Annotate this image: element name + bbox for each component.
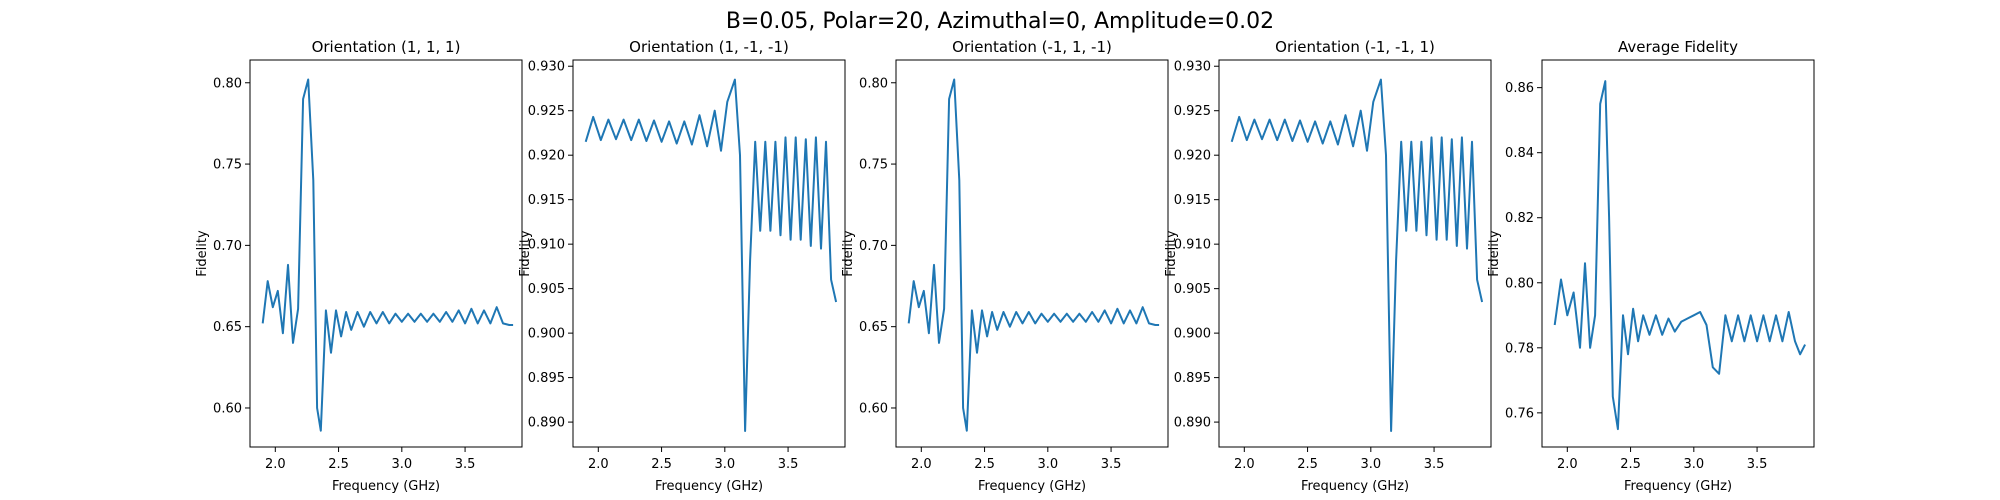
x-axis-label: Frequency (GHz) (332, 479, 440, 494)
series-line (907, 78, 1160, 432)
y-axis-label: Fidelity (841, 230, 856, 277)
y-tick-label: 0.60 (859, 401, 888, 416)
subplot-5: 2.0 2.5 3.0 3.5 0.76 0.78 0.80 0.82 0.84 0.86 Aver… (1487, 38, 1815, 494)
x-tick-label: 2.0 (588, 457, 609, 472)
x-tick-label: 3.5 (455, 457, 476, 472)
axes-frame (249, 59, 523, 448)
y-tick-label: 0.70 (213, 239, 242, 254)
x-tick-label: 3.5 (1101, 457, 1122, 472)
subplot-grid: 2.0 2.5 3.0 3.5 0.60 0.65 0.70 0.75 0.80 Orientat… (195, 38, 1815, 494)
y-tick-label: 0.78 (1505, 341, 1534, 356)
series-line (1553, 80, 1806, 431)
x-tick-label: 2.0 (1234, 457, 1255, 472)
y-tick-label: 0.930 (528, 60, 565, 75)
y-tick-label: 0.890 (528, 416, 565, 431)
y-axis-label: Fidelity (1487, 230, 1502, 277)
y-tick-label: 0.76 (1505, 406, 1534, 421)
x-axis-label: Frequency (GHz) (978, 479, 1086, 494)
x-tick-label: 2.0 (911, 457, 932, 472)
y-tick-label: 0.80 (1505, 276, 1534, 291)
y-tick-label: 0.895 (1174, 371, 1211, 386)
subplot-title: Orientation (1, -1, -1) (629, 38, 789, 56)
y-tick-label: 0.920 (1174, 149, 1211, 164)
y-tick-label: 0.65 (859, 320, 888, 335)
y-tick-label: 0.75 (859, 158, 888, 173)
x-tick-label: 2.5 (651, 457, 672, 472)
y-tick-label: 0.925 (1174, 104, 1211, 119)
series-line (261, 78, 514, 432)
x-tick-label: 3.0 (1360, 457, 1381, 472)
x-tick-label: 3.5 (1424, 457, 1445, 472)
subplot-1: 2.0 2.5 3.0 3.5 0.60 0.65 0.70 0.75 0.80 Orientat… (195, 38, 523, 494)
x-axis-label: Frequency (GHz) (655, 479, 763, 494)
x-tick-label: 3.5 (1747, 457, 1768, 472)
y-tick-label: 0.84 (1505, 146, 1534, 161)
y-tick-label: 0.80 (213, 76, 242, 91)
y-tick-label: 0.75 (213, 158, 242, 173)
axes-frame (895, 59, 1169, 448)
y-tick-label: 0.910 (528, 238, 565, 253)
y-tick-label: 0.900 (528, 327, 565, 342)
x-tick-label: 3.5 (778, 457, 799, 472)
x-tick-label: 2.5 (974, 457, 995, 472)
axes-frame (1218, 59, 1492, 448)
y-tick-label: 0.65 (213, 320, 242, 335)
x-tick-label: 3.0 (714, 457, 735, 472)
y-tick-label: 0.910 (1174, 238, 1211, 253)
y-tick-label: 0.915 (528, 193, 565, 208)
y-tick-label: 0.905 (528, 282, 565, 297)
subplot-title: Orientation (-1, 1, -1) (952, 38, 1112, 56)
subplot-title: Orientation (-1, -1, 1) (1275, 38, 1435, 56)
y-tick-label: 0.82 (1505, 211, 1534, 226)
series-line (1230, 78, 1484, 432)
y-tick-label: 0.920 (528, 149, 565, 164)
y-tick-label: 0.900 (1174, 327, 1211, 342)
subplot-3: 2.0 2.5 3.0 3.5 0.60 0.65 0.70 0.75 0.80 Orientat… (841, 38, 1169, 494)
x-tick-label: 2.0 (1557, 457, 1578, 472)
y-tick-label: 0.890 (1174, 416, 1211, 431)
axes-frame (572, 59, 846, 448)
y-tick-label: 0.70 (859, 239, 888, 254)
x-tick-label: 3.0 (391, 457, 412, 472)
y-axis-label: Fidelity (195, 230, 210, 277)
y-tick-label: 0.915 (1174, 193, 1211, 208)
x-tick-label: 3.0 (1683, 457, 1704, 472)
y-axis-label: Fidelity (518, 230, 533, 277)
y-axis-label: Fidelity (1164, 230, 1179, 277)
x-tick-label: 2.5 (1620, 457, 1641, 472)
subplot-2: 2.0 2.5 3.0 3.5 0.890 0.895 0.900 0.905 0.910 0.9… (518, 38, 846, 494)
axes-frame (1541, 59, 1815, 448)
y-tick-label: 0.895 (528, 371, 565, 386)
subplot-4: 2.0 2.5 3.0 3.5 0.890 0.895 0.900 0.905 0.910 0.9… (1164, 38, 1492, 494)
y-tick-label: 0.925 (528, 104, 565, 119)
x-axis-label: Frequency (GHz) (1301, 479, 1409, 494)
series-line (584, 78, 838, 432)
y-tick-label: 0.930 (1174, 60, 1211, 75)
x-tick-label: 2.5 (328, 457, 349, 472)
x-tick-label: 2.0 (265, 457, 286, 472)
subplot-title: Orientation (1, 1, 1) (312, 38, 461, 56)
figure-title: B=0.05, Polar=20, Azimuthal=0, Amplitude… (726, 9, 1274, 34)
y-tick-label: 0.905 (1174, 282, 1211, 297)
x-axis-label: Frequency (GHz) (1624, 479, 1732, 494)
y-tick-label: 0.86 (1505, 81, 1534, 96)
x-tick-label: 3.0 (1037, 457, 1058, 472)
x-tick-label: 2.5 (1297, 457, 1318, 472)
subplot-title: Average Fidelity (1618, 38, 1738, 56)
y-tick-label: 0.80 (859, 76, 888, 91)
y-tick-label: 0.60 (213, 401, 242, 416)
